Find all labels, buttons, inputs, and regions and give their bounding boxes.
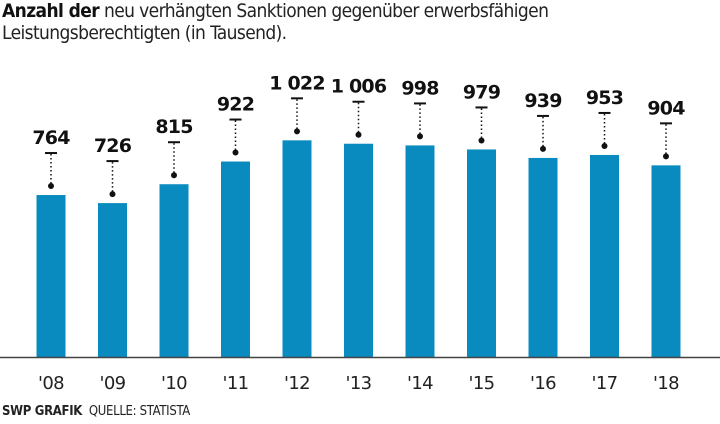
footer-source: QUELLE: STATISTA [88, 404, 190, 419]
x-tick-label: '13 [345, 373, 371, 394]
marker-dot [663, 153, 669, 160]
marker-dot [48, 183, 54, 190]
bar [36, 195, 66, 357]
x-tick-label: '15 [468, 373, 494, 394]
marker-dot [417, 133, 423, 140]
bar [159, 184, 189, 357]
x-tick-label: '10 [161, 373, 187, 394]
marker-dot [601, 142, 608, 149]
marker-dot [355, 131, 362, 138]
x-tick-label: '18 [653, 373, 679, 394]
chart-title: Anzahl der neu verhängten Sanktionen geg… [2, 0, 549, 44]
bar [344, 143, 373, 357]
marker-dot [478, 137, 485, 144]
footer: SWP GRAFIK QUELLE: STATISTA [2, 404, 190, 419]
data-label: 904 [647, 97, 685, 119]
bar [528, 157, 558, 357]
data-label: 953 [586, 87, 623, 109]
x-tick-label: '11 [222, 373, 248, 394]
x-tick-label: '14 [407, 373, 433, 394]
x-tick-label: '09 [99, 373, 125, 394]
x-tick-label: '17 [591, 373, 617, 394]
x-tick-label: '12 [284, 373, 310, 394]
title-line1: neu verhängten Sanktionen gegenüber erwe… [99, 0, 549, 22]
bar [98, 203, 127, 357]
data-label: 998 [401, 77, 439, 99]
title-bold: Anzahl der [2, 0, 100, 22]
data-label: 939 [524, 90, 561, 112]
marker-dot [540, 145, 546, 152]
marker-dot [171, 172, 177, 179]
x-tick-label: '16 [530, 373, 556, 394]
marker-dot [232, 149, 239, 156]
marker-dot [109, 191, 116, 198]
data-label: 815 [155, 116, 192, 138]
data-label: 1 006 [331, 76, 387, 98]
title-line2: Leistungsberechtigten (in Tausend). [2, 22, 287, 44]
bar [590, 154, 619, 357]
data-label: 979 [463, 81, 500, 103]
data-label: 1 022 [269, 72, 325, 94]
bar [282, 140, 312, 357]
marker-dot [294, 128, 300, 135]
bar [221, 161, 250, 357]
bar [467, 149, 496, 357]
footer-brand: SWP GRAFIK [2, 404, 83, 419]
x-tick-label: '08 [38, 373, 64, 394]
data-label: 764 [32, 127, 70, 149]
data-label: 922 [217, 94, 254, 116]
bar [405, 145, 435, 357]
bar [651, 165, 681, 357]
data-label: 726 [94, 135, 132, 157]
